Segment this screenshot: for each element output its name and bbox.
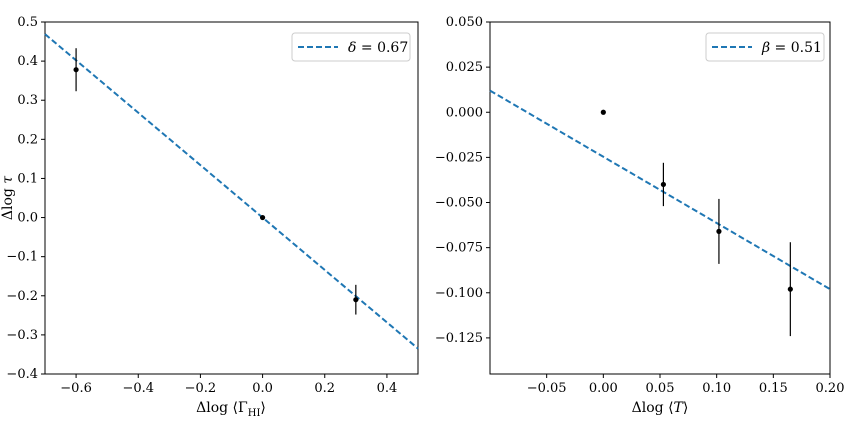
right-data-point xyxy=(600,109,606,115)
right-data-points xyxy=(600,109,793,337)
right-y-tick-label: −0.075 xyxy=(435,241,483,256)
left-legend-eq: = xyxy=(356,40,377,56)
left-y-axis-symbol: τ xyxy=(0,176,16,184)
left-chart-panel: −0.6 −0.4 −0.2 0.0 0.2 0.4 −0.4 −0.3 −0.2 −0.1 0.… xyxy=(0,15,419,419)
left-data-points xyxy=(73,48,359,315)
left-x-tick-label: 0.4 xyxy=(377,381,398,396)
right-y-tick-label: 0.000 xyxy=(446,105,483,120)
right-data-point xyxy=(716,228,722,234)
right-legend-symbol: β xyxy=(761,40,770,56)
right-x-axis-symbol: T xyxy=(674,400,685,416)
left-x-tick-label: 0.2 xyxy=(314,381,335,396)
left-data-point xyxy=(73,67,79,73)
left-fit-line xyxy=(44,33,419,350)
right-y-tick-label: 0.050 xyxy=(446,15,483,30)
left-x-tick-label: −0.6 xyxy=(60,381,92,396)
right-y-ticks: −0.125 −0.100 −0.075 −0.050 −0.025 0.000 0.025… xyxy=(435,15,490,346)
left-x-tick-label: −0.4 xyxy=(122,381,154,396)
left-y-ticks: −0.4 −0.3 −0.2 −0.1 0.0 0.1 0.2 0.3 0.4 0.5 xyxy=(6,15,45,382)
right-y-tick-label: −0.050 xyxy=(435,196,483,211)
left-y-tick-label: 0.2 xyxy=(17,132,38,147)
right-plot-frame xyxy=(489,21,831,375)
left-x-tick-label: 0.0 xyxy=(252,381,273,396)
right-y-tick-label: −0.100 xyxy=(435,286,483,301)
left-x-ticks: −0.6 −0.4 −0.2 0.0 0.2 0.4 xyxy=(60,374,397,396)
right-data-point xyxy=(787,286,793,292)
left-y-tick-label: 0.3 xyxy=(17,93,38,108)
left-legend: δ = 0.67 xyxy=(291,32,411,62)
right-x-tick-label: 0.05 xyxy=(646,381,675,396)
right-legend-eq: = xyxy=(770,40,791,56)
left-y-tick-label: 0.0 xyxy=(17,211,38,226)
right-x-ticks: −0.05 0.00 0.05 0.10 0.15 0.20 xyxy=(527,374,845,396)
left-x-axis-label: Δlog ⟨ΓHI⟩ xyxy=(196,400,266,419)
left-y-tick-label: −0.4 xyxy=(6,367,38,382)
right-x-axis-label: Δlog ⟨T⟩ xyxy=(632,400,689,416)
left-y-tick-label: 0.4 xyxy=(17,54,38,69)
right-data-point xyxy=(660,181,667,188)
left-y-tick-label: −0.3 xyxy=(6,328,38,343)
right-x-tick-label: 0.00 xyxy=(589,381,618,396)
left-y-tick-label: 0.5 xyxy=(17,15,38,30)
right-y-tick-label: 0.025 xyxy=(446,60,483,75)
left-legend-box xyxy=(291,32,411,62)
left-x-axis-subscript: HI xyxy=(248,408,261,419)
right-legend: β = 0.51 xyxy=(705,32,825,62)
left-x-axis-close: ⟩ xyxy=(260,400,265,416)
left-legend-symbol: δ xyxy=(348,40,356,56)
right-x-tick-label: 0.15 xyxy=(759,381,788,396)
left-data-point xyxy=(353,297,359,303)
right-x-tick-label: 0.20 xyxy=(816,381,845,396)
right-chart-panel: −0.05 0.00 0.05 0.10 0.15 0.20 −0.125−0.100−0… xyxy=(435,15,845,416)
left-y-tick-label: −0.1 xyxy=(6,250,38,265)
left-legend-label: δ = 0.67 xyxy=(348,40,408,56)
right-y-tick-label: −0.125 xyxy=(435,331,483,346)
right-x-tick-label: 0.10 xyxy=(702,381,731,396)
right-y-tick-label: −0.025 xyxy=(435,150,483,165)
left-legend-value: 0.67 xyxy=(377,40,408,56)
left-x-tick-label: −0.2 xyxy=(185,381,217,396)
left-y-axis-label: Δlog τ xyxy=(0,176,16,220)
left-data-point xyxy=(259,214,266,221)
left-plot-frame xyxy=(44,21,419,375)
right-fit-line xyxy=(489,89,831,291)
right-legend-label: β = 0.51 xyxy=(761,40,822,56)
right-legend-value: 0.51 xyxy=(791,40,822,56)
left-y-tick-label: −0.2 xyxy=(6,289,38,304)
right-legend-box xyxy=(705,32,825,62)
right-x-tick-label: −0.05 xyxy=(527,381,567,396)
left-y-tick-label: 0.1 xyxy=(17,171,38,186)
